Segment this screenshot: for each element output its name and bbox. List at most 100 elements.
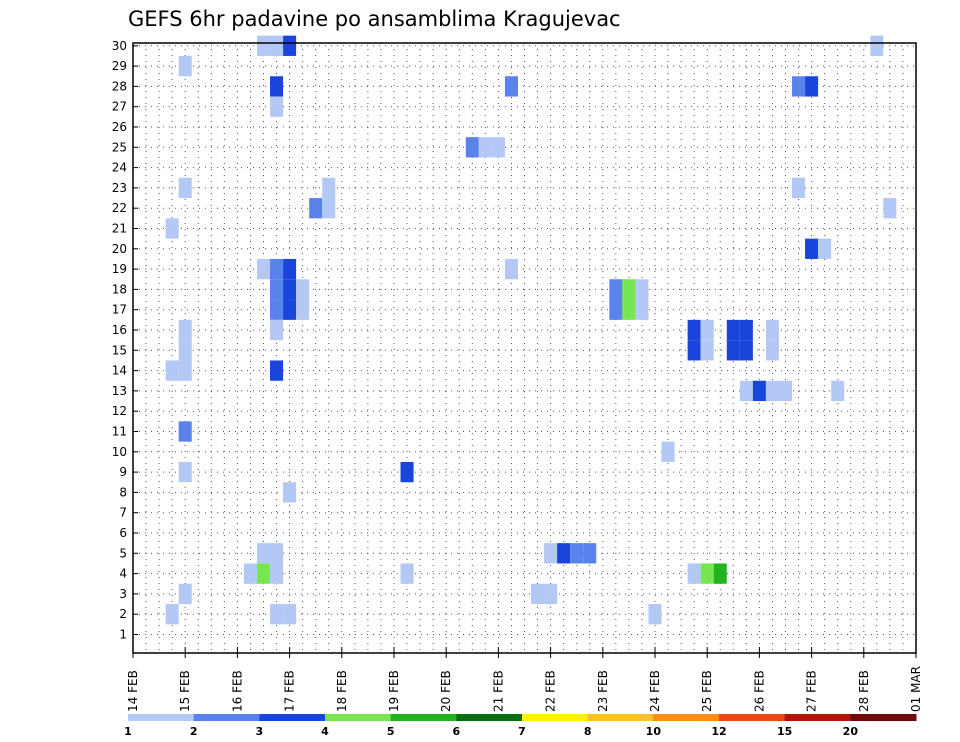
y-tick-label: 24: [112, 161, 127, 175]
precip-cell: [283, 604, 297, 625]
precip-cell: [504, 258, 518, 280]
precip-cell: [661, 441, 675, 462]
precip-cell: [687, 563, 701, 584]
legend-swatch: [259, 714, 326, 721]
precip-cell: [178, 340, 192, 361]
precip-cell: [805, 76, 819, 97]
precip-cell: [739, 340, 753, 361]
precip-cells: [165, 35, 897, 625]
y-tick-label: 23: [112, 181, 127, 195]
precip-cell: [765, 319, 779, 341]
legend-label: 8: [584, 725, 592, 738]
precip-cell: [178, 583, 192, 605]
precip-cell: [283, 279, 297, 300]
x-tick-label: 17 FEB: [283, 670, 297, 712]
legend-label: 20: [843, 725, 859, 738]
y-tick-label: 2: [119, 607, 127, 621]
precip-cell: [557, 543, 571, 564]
x-tick-label: 19 FEB: [387, 670, 401, 712]
plot-frame: [132, 42, 917, 654]
y-tick-label: 5: [119, 546, 127, 560]
y-tick-label: 7: [119, 506, 127, 520]
x-tick-label: 24 FEB: [648, 670, 662, 712]
precip-cell: [178, 461, 192, 483]
legend-label: 1: [124, 725, 132, 738]
precip-cell: [765, 340, 779, 361]
precip-cell: [765, 380, 779, 402]
y-tick-label: 13: [112, 384, 127, 398]
y-tick-label: 8: [119, 485, 127, 499]
precip-cell: [635, 279, 649, 300]
y-tick-label: 30: [112, 39, 127, 53]
precip-cell: [270, 35, 284, 56]
y-tick-label: 21: [112, 222, 127, 236]
precip-cell: [726, 319, 740, 341]
precip-cell: [256, 543, 271, 564]
y-tick-label: 16: [112, 323, 127, 337]
legend-label: 10: [646, 725, 662, 738]
precip-cell: [465, 137, 479, 158]
precip-cell: [322, 198, 336, 219]
legend-swatch: [784, 714, 851, 721]
y-tick-label: 20: [112, 242, 127, 256]
precip-cell: [544, 583, 558, 605]
chart-title: GEFS 6hr padavine po ansamblima Kragujev…: [128, 7, 621, 31]
precip-cell: [283, 258, 297, 280]
legend-label: 7: [518, 725, 526, 738]
precip-cell: [178, 360, 192, 381]
legend-swatch: [587, 714, 654, 721]
precip-cell: [713, 563, 727, 584]
precip-cell: [609, 299, 623, 320]
precip-cell: [309, 198, 323, 219]
legend-label: 5: [387, 725, 395, 738]
precip-cell: [178, 55, 192, 77]
y-tick-label: 28: [112, 79, 127, 93]
legend-swatch: [390, 714, 457, 721]
legend-swatch: [522, 714, 589, 721]
precip-cell: [283, 299, 297, 320]
y-tick-label: 14: [112, 364, 127, 378]
x-tick-label: 22 FEB: [544, 670, 558, 712]
precip-cell: [544, 543, 558, 564]
legend-swatch: [193, 714, 260, 721]
precip-cell: [270, 360, 284, 381]
x-tick-label: 27 FEB: [805, 670, 819, 712]
y-tick-label: 25: [112, 140, 127, 154]
precip-cell: [622, 279, 636, 300]
precip-cell: [818, 238, 832, 259]
precip-cell: [700, 563, 714, 584]
x-tick-label: 16 FEB: [230, 670, 244, 712]
precip-cell: [687, 319, 701, 341]
color-legend: 1 2 3 4 5 6 7 8 10 12 15 20: [124, 714, 917, 738]
precip-cell: [739, 380, 753, 402]
legend-label: 4: [321, 725, 329, 738]
y-tick-label: 26: [112, 120, 127, 134]
precip-cell: [400, 563, 414, 584]
precip-cell: [792, 76, 806, 97]
precip-cell: [270, 96, 284, 117]
precip-cell: [270, 604, 284, 625]
precip-cell: [178, 177, 192, 199]
precip-cell: [570, 543, 584, 564]
x-tick-label: 23 FEB: [596, 670, 610, 712]
precip-cell: [178, 319, 192, 341]
precip-cell: [478, 137, 492, 158]
y-tick-label: 10: [112, 445, 127, 459]
precip-cell: [270, 563, 284, 584]
legend-label: 6: [453, 725, 461, 738]
precip-cell: [270, 76, 284, 97]
x-tick-label: 20 FEB: [439, 670, 453, 712]
precip-cell: [700, 319, 714, 341]
y-tick-label: 9: [119, 465, 127, 479]
precip-cell: [165, 360, 179, 381]
precip-cell: [739, 319, 753, 341]
legend-swatch: [850, 714, 917, 721]
precip-cell: [270, 543, 284, 564]
precip-cell: [778, 380, 793, 402]
precip-cell: [283, 482, 297, 503]
precip-cell: [687, 340, 701, 361]
precip-cell: [831, 380, 845, 402]
precip-cell: [243, 563, 257, 584]
precip-cell: [504, 76, 518, 97]
